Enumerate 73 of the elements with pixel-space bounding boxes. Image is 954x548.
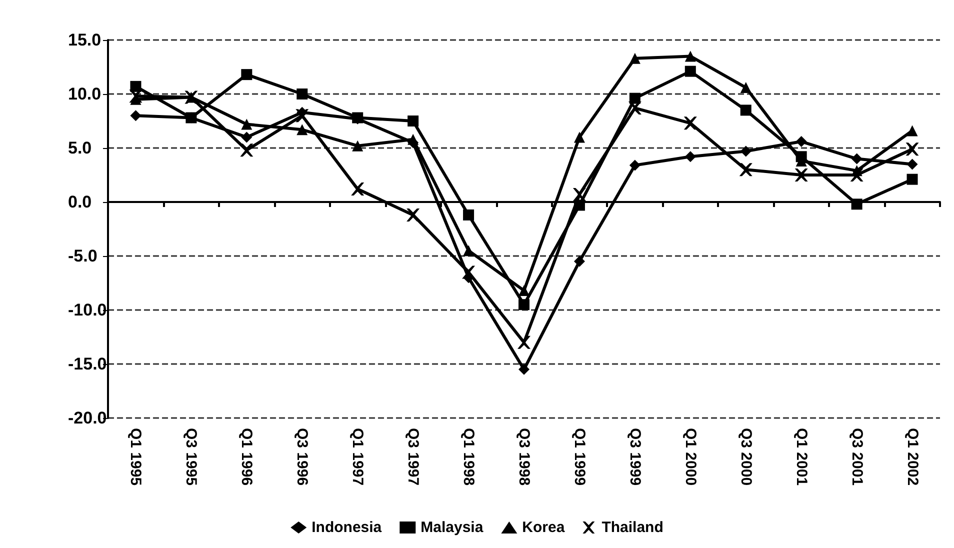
y-tick-label: -5.0 xyxy=(68,246,98,266)
x-tick-label: Q3 2000 xyxy=(737,428,754,486)
y-tick-label: -15.0 xyxy=(68,354,107,374)
x-tick-label: Q3 2001 xyxy=(848,428,866,486)
point xyxy=(408,116,419,126)
y-tick-label: 15.0 xyxy=(68,30,102,50)
point xyxy=(629,160,640,171)
point xyxy=(351,182,364,196)
point xyxy=(129,90,142,103)
x-tick-label: Q3 1995 xyxy=(182,428,200,486)
y-tick-label: -20.0 xyxy=(68,408,107,428)
point xyxy=(740,146,752,157)
point xyxy=(851,198,862,210)
point xyxy=(684,66,696,77)
point xyxy=(684,116,697,130)
point xyxy=(406,208,420,222)
x-tick-label: Q1 1999 xyxy=(570,428,588,486)
point xyxy=(462,266,476,279)
point xyxy=(240,144,254,157)
point xyxy=(352,140,364,152)
point xyxy=(906,174,918,185)
legend-label: Thailand xyxy=(602,519,664,536)
y-tick-label: -10.0 xyxy=(68,300,107,320)
point xyxy=(684,151,696,162)
point xyxy=(629,52,640,64)
x-tick-label: Q3 1997 xyxy=(404,428,422,486)
point xyxy=(241,132,252,143)
point xyxy=(851,153,862,164)
point xyxy=(241,118,252,130)
point xyxy=(574,132,585,143)
point xyxy=(296,88,308,100)
point xyxy=(241,69,252,80)
point xyxy=(740,104,752,116)
point xyxy=(794,168,808,182)
point xyxy=(296,109,309,122)
point xyxy=(518,285,530,296)
point xyxy=(850,168,864,182)
x-tick-label: Q3 1996 xyxy=(294,428,311,486)
point xyxy=(739,163,752,176)
point xyxy=(796,136,807,148)
point xyxy=(628,102,642,115)
x-tick-label: Q1 2000 xyxy=(682,428,699,486)
x-tick-label: Q1 2002 xyxy=(904,428,921,486)
point xyxy=(574,256,585,267)
point xyxy=(740,82,752,94)
legend-label: Korea xyxy=(522,519,566,536)
point xyxy=(463,209,474,220)
x-tick-label: Q3 1998 xyxy=(516,428,532,486)
point xyxy=(684,50,696,62)
point xyxy=(906,142,919,156)
point xyxy=(463,245,474,256)
x-tick-label: Q1 1997 xyxy=(349,428,366,486)
x-tick-label: Q1 2001 xyxy=(792,428,810,486)
point xyxy=(906,158,918,170)
legend-label: Malaysia xyxy=(420,519,484,536)
point xyxy=(518,299,530,310)
x-tick-label: Q1 1996 xyxy=(238,428,256,486)
legend-label: Indonesia xyxy=(312,519,382,536)
point xyxy=(518,364,530,375)
point xyxy=(906,125,918,136)
x-tick-label: Q1 1995 xyxy=(127,428,144,486)
point xyxy=(186,112,197,124)
point xyxy=(296,124,308,136)
y-tick-label: 0.0 xyxy=(68,192,92,212)
point xyxy=(408,134,419,145)
y-tick-label: 10.0 xyxy=(68,84,102,104)
y-tick-label: 5.0 xyxy=(68,138,92,158)
point xyxy=(518,336,530,349)
point xyxy=(130,110,142,122)
point xyxy=(572,188,586,201)
point xyxy=(574,200,585,211)
x-tick-label: Q1 1998 xyxy=(460,428,478,486)
x-tick-label: Q3 1999 xyxy=(626,428,644,486)
